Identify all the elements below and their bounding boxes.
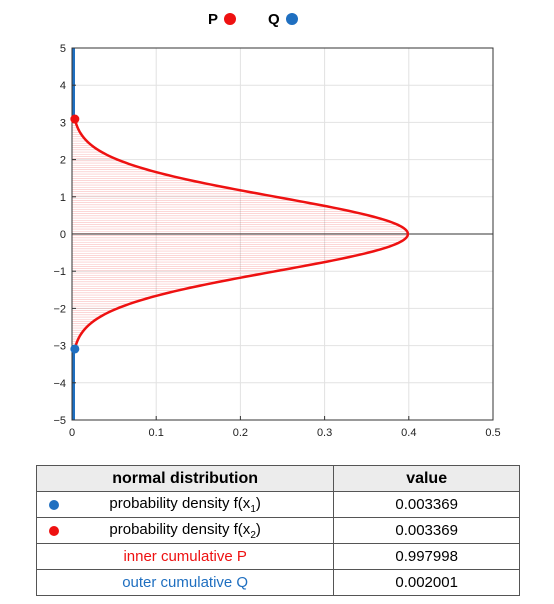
header-normal-distribution: normal distribution bbox=[35, 465, 335, 492]
row-label-density-x2: probability density f(x2) bbox=[35, 517, 335, 544]
point-x2 bbox=[70, 114, 80, 124]
legend-dot-p bbox=[224, 13, 237, 25]
chart-legend: P Q bbox=[0, 8, 554, 30]
table-row: inner cumulative P 0.997998 bbox=[35, 543, 520, 570]
row-value-density-x2: 0.003369 bbox=[333, 517, 520, 544]
points bbox=[70, 114, 80, 354]
row-value-inner-cumulative: 0.997998 bbox=[333, 543, 520, 570]
y-tick-label: 0 bbox=[60, 229, 66, 241]
table-row: outer cumulative Q 0.002001 bbox=[35, 569, 520, 596]
table-row: probability density f(x2) 0.003369 bbox=[35, 517, 520, 544]
y-tick-label: −5 bbox=[53, 415, 66, 427]
y-tick-label: 3 bbox=[60, 117, 66, 129]
row-value-density-x1: 0.003369 bbox=[333, 491, 520, 518]
ticks: 0 0.1 0.2 0.3 0.4 0.5 5 4 3 2 1 0 −1 −2 −3 −4 −5 bbox=[53, 43, 500, 439]
density-fill bbox=[72, 118, 408, 349]
legend-label-p: P bbox=[208, 10, 219, 28]
y-tick-label: −4 bbox=[53, 378, 66, 390]
y-tick-label: 2 bbox=[60, 155, 66, 167]
legend-label-q: Q bbox=[268, 10, 280, 28]
x-tick-label: 0.3 bbox=[317, 427, 332, 439]
table-row: probability density f(x1) 0.003369 bbox=[35, 491, 520, 518]
y-tick-label: −1 bbox=[53, 266, 66, 278]
legend-item-p: P bbox=[208, 8, 237, 30]
blue-dot-icon bbox=[49, 500, 59, 510]
density-curve-p bbox=[73, 118, 410, 350]
normal-distribution-chart: 0 0.1 0.2 0.3 0.4 0.5 5 4 3 2 1 0 −1 −2 −3 −4 −5 bbox=[53, 43, 500, 439]
row-label-inner-cumulative: inner cumulative P bbox=[35, 543, 335, 570]
row-value-outer-cumulative: 0.002001 bbox=[333, 569, 520, 596]
y-tick-label: 5 bbox=[60, 43, 66, 55]
header-value: value bbox=[333, 465, 520, 492]
curves bbox=[72, 48, 493, 420]
x-tick-label: 0.5 bbox=[485, 427, 500, 439]
x-tick-label: 0.2 bbox=[233, 427, 248, 439]
x-tick-label: 0.4 bbox=[401, 427, 416, 439]
table-header-row: normal distribution value bbox=[35, 465, 520, 492]
x-tick-label: 0.1 bbox=[149, 427, 164, 439]
y-tick-label: 4 bbox=[60, 80, 66, 92]
results-table: normal distribution value probability de… bbox=[35, 465, 520, 596]
point-x1 bbox=[70, 344, 80, 354]
row-label-density-x1: probability density f(x1) bbox=[35, 491, 335, 518]
y-tick-label: 1 bbox=[60, 192, 66, 204]
legend-dot-q bbox=[285, 13, 298, 25]
y-tick-label: −2 bbox=[53, 303, 66, 315]
row-label-outer-cumulative: outer cumulative Q bbox=[35, 569, 335, 596]
y-tick-label: −3 bbox=[53, 341, 66, 353]
x-tick-label: 0 bbox=[69, 427, 75, 439]
red-dot-icon bbox=[49, 526, 59, 536]
legend-item-q: Q bbox=[268, 8, 298, 30]
